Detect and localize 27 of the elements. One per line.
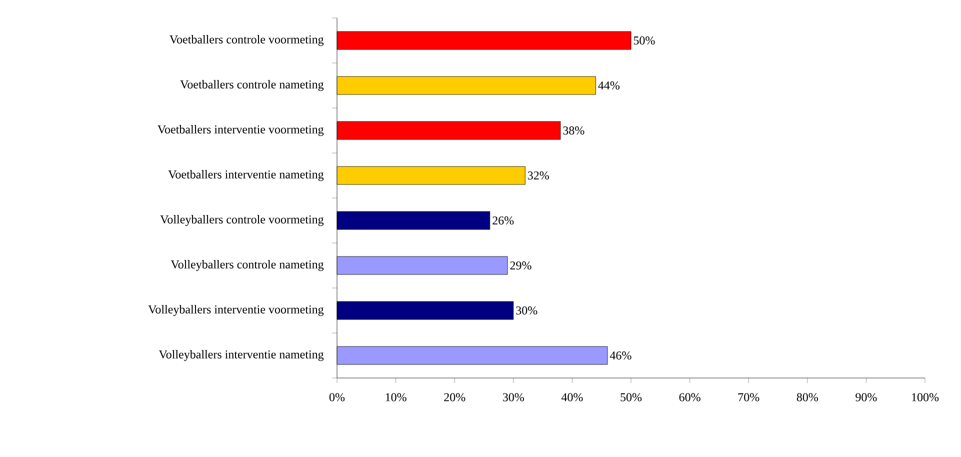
- data-label: 46%: [610, 351, 632, 360]
- y-tick-label: Volleyballers controle voormeting: [160, 215, 324, 226]
- data-label: 32%: [528, 171, 549, 180]
- data-label: 29%: [510, 261, 532, 270]
- x-tick-label: 30%: [502, 393, 524, 402]
- data-label: 44%: [598, 81, 620, 90]
- x-tick-label: 80%: [796, 393, 818, 402]
- data-label: 38%: [563, 126, 584, 135]
- data-label: 30%: [516, 306, 538, 315]
- y-tick-label: Voetballers interventie nameting: [168, 170, 324, 181]
- x-tick-label: 60%: [679, 393, 700, 402]
- x-tick-label: 10%: [386, 393, 406, 402]
- y-tick-label: Volleyballers interventie nameting: [158, 350, 324, 361]
- y-tick-label: Voetballers controle nameting: [180, 80, 324, 91]
- x-tick-label: 50%: [620, 393, 642, 402]
- data-label: 50%: [634, 36, 655, 45]
- y-tick-label: Volleyballers interventie voormeting: [148, 305, 324, 316]
- y-tick-label: Voetballers interventie voormeting: [158, 125, 324, 136]
- y-tick-label: Volleyballers controle nameting: [170, 260, 324, 271]
- x-tick-label: 40%: [561, 393, 583, 402]
- x-tick-label: 100%: [912, 393, 939, 402]
- x-tick-label: 20%: [444, 393, 466, 402]
- x-tick-label: 0%: [329, 393, 345, 402]
- data-label: 26%: [492, 216, 514, 225]
- x-tick-label: 90%: [856, 393, 877, 402]
- y-tick-label: Voetballers controle voormeting: [170, 35, 324, 46]
- x-tick-label: 70%: [738, 393, 760, 402]
